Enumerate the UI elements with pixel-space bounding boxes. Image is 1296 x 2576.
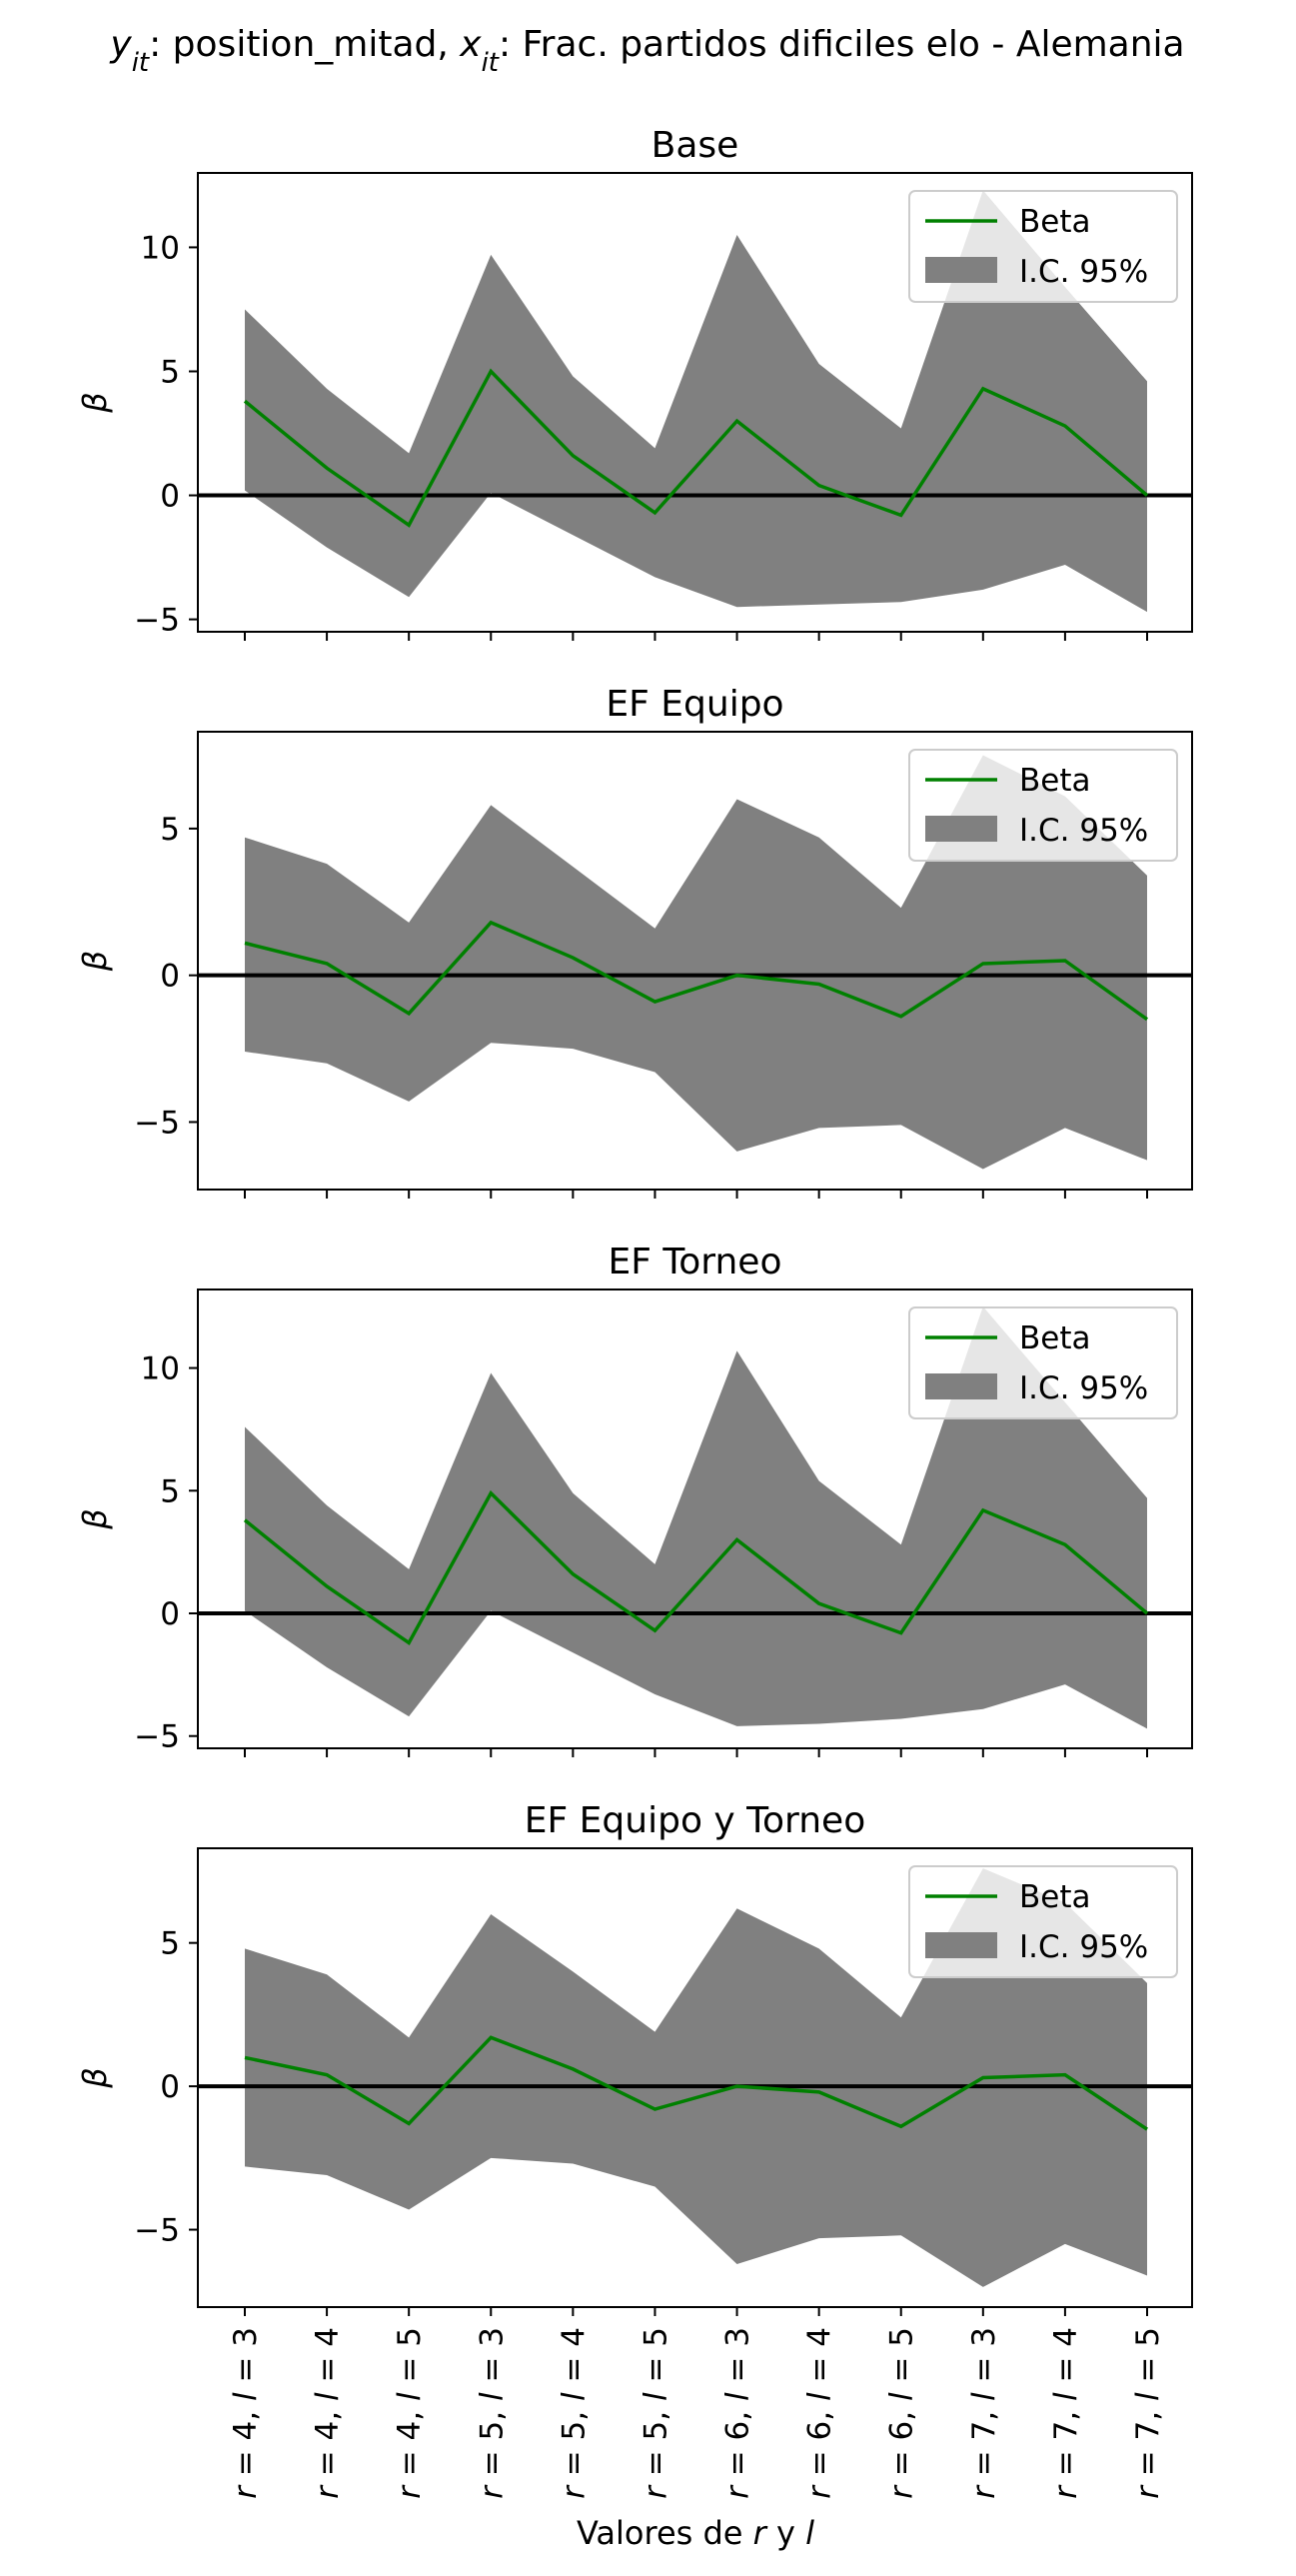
y-tick-label: 0 [160,959,180,995]
legend: Beta I.C. 95% [908,1306,1178,1419]
subplots: Base −5 0 5 10 β Beta I.C. 95% EF Equipo −5 0 5 β Bet… [76,125,1193,2499]
y-tick-label: −5 [134,1719,180,1755]
x-tick-label: r = 5, l = 4 [556,2327,592,2499]
legend-label-ci: I.C. 95% [1019,813,1148,849]
subplot-4: EF Equipo y Torneo −5 0 5 r = 4, l = 3 r = 4,… [76,1800,1193,2499]
y-axis-label: β [76,2067,114,2088]
y-tick-label: −5 [134,2213,180,2249]
subplot-title: EF Equipo y Torneo [525,1800,865,1841]
ci-band [245,1868,1147,2287]
x-tick-label: r = 6, l = 3 [720,2327,756,2499]
beta-line [244,2035,1148,2131]
axes-frame [197,172,1193,633]
x-tick-label: r = 7, l = 4 [1048,2327,1084,2499]
legend: Beta I.C. 95% [908,190,1178,303]
legend-label-beta: Beta [1019,1320,1091,1356]
legend-label-beta: Beta [1019,204,1091,240]
y-tick-label: −5 [134,603,180,639]
x-tick-label: r = 4, l = 3 [228,2327,264,2499]
y-axis-label: β [76,392,114,413]
y-axis-label: β [76,1508,114,1529]
y-tick-label: 5 [160,354,180,390]
subplot-title: EF Equipo [606,684,783,725]
subplot-title: Base [651,125,739,166]
subplot-3: EF Torneo −5 0 5 10 β Beta I.C. 95% [76,1242,1193,1757]
legend: Beta I.C. 95% [908,749,1178,862]
x-tick-label: r = 4, l = 4 [310,2327,346,2499]
x-tick-label: r = 6, l = 4 [802,2327,838,2499]
x-tick-label: r = 6, l = 5 [884,2327,920,2499]
ci-band [245,755,1147,1170]
beta-line [244,920,1149,1022]
legend-label-beta: Beta [1019,763,1091,799]
legend-label-ci: I.C. 95% [1019,1370,1148,1406]
legend-swatch-ci [925,816,997,842]
legend: Beta I.C. 95% [908,1865,1178,1978]
legend-swatch-ci [925,1373,997,1399]
y-tick-label: 5 [160,1473,180,1509]
legend-swatch-ci [925,1932,997,1958]
axes-frame [197,1288,1193,1749]
x-tick-label: r = 5, l = 5 [638,2327,673,2499]
ci-band [245,1306,1147,1729]
legend-label-ci: I.C. 95% [1019,1929,1148,1965]
beta-line [243,368,1149,528]
x-tick-label: r = 7, l = 3 [966,2327,1002,2499]
legend-label-ci: I.C. 95% [1019,254,1148,290]
axes-frame [197,1847,1193,2308]
y-tick-label: −5 [134,1105,180,1141]
beta-line [243,1489,1149,1645]
subplot-2: EF Equipo −5 0 5 β Beta I.C. 95% [76,684,1193,1199]
subplot-title: EF Torneo [609,1242,782,1283]
y-tick-label: 5 [160,1926,180,1962]
x-tick-label: r = 5, l = 3 [474,2327,510,2499]
legend-label-beta: Beta [1019,1879,1091,1915]
y-tick-label: 5 [160,812,180,848]
x-axis-label: Valores de r y l [577,2514,814,2552]
x-tick-label: r = 4, l = 5 [392,2327,428,2499]
ci-band [245,190,1147,613]
y-tick-label: 0 [160,2069,180,2105]
figure-suptitle: yit: position_mitad, xit: Frac. partidos… [109,24,1184,78]
y-tick-label: 10 [141,1351,180,1387]
subplot-1: Base −5 0 5 10 β Beta I.C. 95% [76,125,1193,641]
y-tick-label: 10 [141,230,180,266]
axes-frame [197,731,1193,1191]
y-tick-label: 0 [160,479,180,515]
x-tick-label: r = 7, l = 5 [1130,2327,1166,2499]
y-axis-label: β [76,951,114,972]
legend-swatch-ci [925,257,997,283]
y-tick-label: 0 [160,1596,180,1632]
